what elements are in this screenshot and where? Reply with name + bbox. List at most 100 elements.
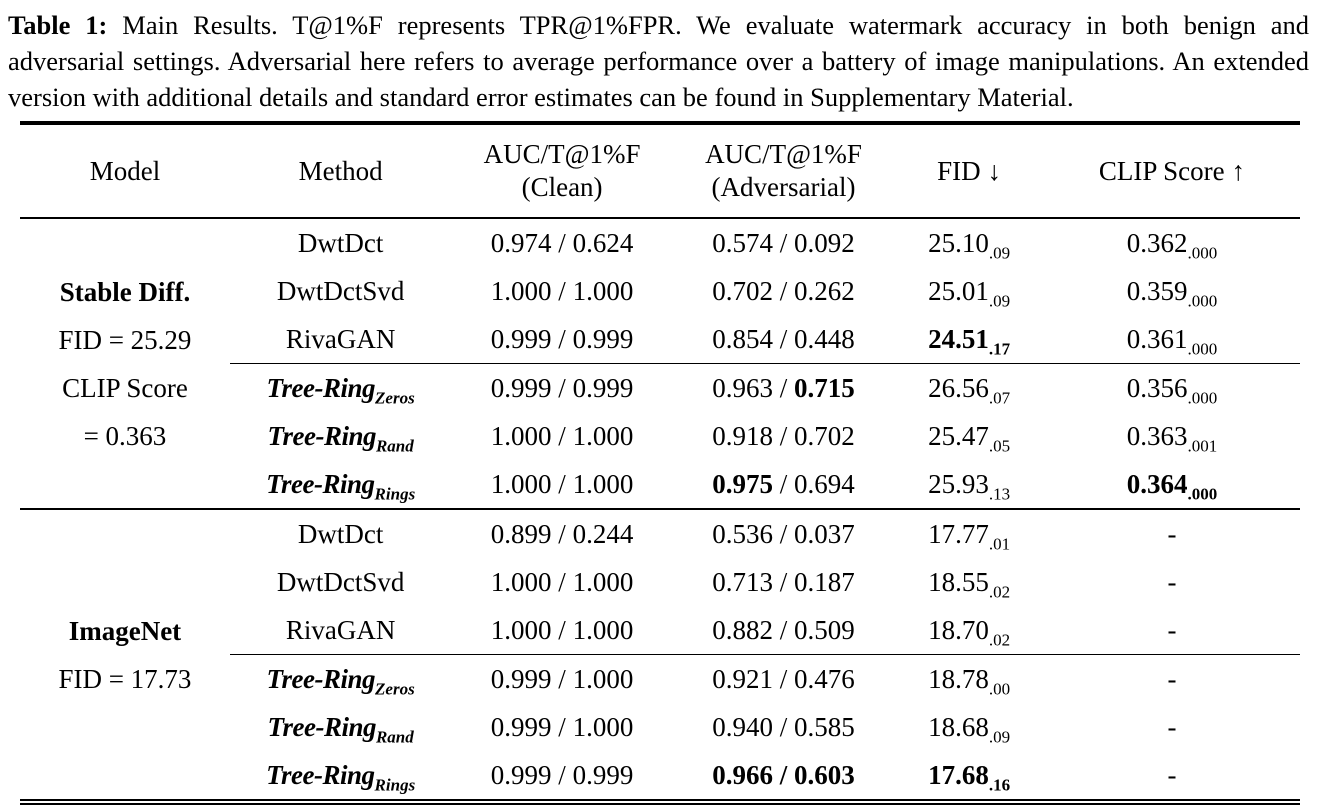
table-row: DwtDctSvd 1.000 / 1.000 0.713 / 0.187 18… [20, 558, 1300, 606]
method-label-treering: Tree-Ring [266, 663, 376, 694]
cell-fid: 17.68.16 [894, 751, 1044, 802]
cell-method: Tree-RingRand [230, 703, 451, 751]
clip-score-value: - [1167, 711, 1177, 742]
fid-stderr-subscript: .02 [988, 629, 1011, 649]
auc-clean-value: 0.974 [490, 227, 552, 258]
cell-auc-adversarial: 0.940 / 0.585 [673, 703, 894, 751]
cell-clip-score: - [1043, 654, 1300, 703]
slash-separator: / [772, 711, 794, 742]
method-label-treering: Tree-Ring [266, 372, 376, 403]
auc-adversarial-value: 0.940 [712, 711, 773, 742]
fid-value: 25.93 [928, 468, 989, 499]
method-subscript: Rand [375, 726, 414, 746]
slash-separator: / [551, 711, 573, 742]
auc-adversarial-value: 0.921 [712, 663, 773, 694]
auc-clean-value: 0.999 [490, 323, 552, 354]
slash-separator: / [772, 468, 794, 499]
clip-stderr-subscript: .001 [1187, 435, 1218, 455]
clip-score-value: 0.362 [1126, 227, 1188, 258]
cell-auc-clean: 1.000 / 1.000 [451, 460, 672, 509]
header-auc-clean-line2: (Clean) [521, 172, 603, 202]
header-clip-score-label: CLIP Score [1098, 155, 1225, 186]
cell-auc-clean: 0.899 / 0.244 [451, 508, 673, 558]
method-subscript: Zeros [375, 387, 415, 407]
table-row: ImageNet FID = 17.73 DwtDct 0.899 / 0.244 … [20, 508, 1300, 802]
cell-method: DwtDctSvd [230, 267, 451, 315]
auc-adversarial-tpr-value: 0.694 [794, 468, 855, 499]
slash-separator: / [551, 420, 573, 451]
auc-adversarial-value: 0.536 [712, 518, 773, 549]
method-label: RivaGAN [285, 614, 396, 645]
cell-auc-adversarial: 0.854 / 0.448 [673, 315, 894, 364]
auc-clean-value: 0.899 [490, 518, 552, 549]
auc-clean-value: 0.999 [490, 372, 552, 403]
model-label-line: ImageNet [68, 615, 182, 646]
cell-auc-adversarial: 0.966 / 0.603 [673, 751, 894, 802]
fid-stderr-subscript: .01 [988, 533, 1011, 553]
header-auc-adversarial-line2: (Adversarial) [711, 172, 856, 202]
method-subscript: Rings [374, 774, 416, 794]
auc-adversarial-value: 0.713 [712, 566, 773, 597]
table-row: Tree-RingRings 1.000 / 1.000 0.975 / 0.6… [20, 460, 1300, 509]
slash-separator: / [551, 566, 573, 597]
cell-auc-clean: 0.999 / 0.999 [451, 363, 673, 412]
auc-adversarial-value: 0.854 [712, 323, 773, 354]
clip-stderr-subscript: .000 [1187, 338, 1218, 358]
method-label-treering: Tree-Ring [267, 420, 376, 451]
cell-clip-score: 0.361.000 [1044, 315, 1300, 364]
cell-method: Tree-RingZeros [229, 363, 452, 412]
clip-score-value: - [1167, 614, 1177, 645]
auc-clean-tpr-value: 1.000 [572, 711, 634, 742]
slash-separator: / [772, 518, 794, 549]
auc-adversarial-tpr-value: 0.262 [794, 275, 855, 306]
slash-separator: / [772, 614, 794, 645]
table-row: RivaGAN 0.999 / 0.999 0.854 / 0.448 24.5… [20, 315, 1300, 364]
header-auc-clean: AUC/T@1%F (Clean) [451, 123, 673, 219]
fid-stderr-subscript: .00 [988, 678, 1011, 698]
cell-auc-clean: 0.999 / 1.000 [451, 654, 673, 703]
cell-auc-adversarial: 0.963 / 0.715 [672, 363, 895, 412]
auc-clean-tpr-value: 0.999 [572, 323, 634, 354]
cell-method: Tree-RingZeros [229, 654, 452, 703]
slash-separator: / [772, 663, 794, 694]
cell-auc-clean: 0.999 / 1.000 [451, 703, 672, 751]
auc-adversarial-value: 0.882 [712, 614, 773, 645]
fid-stderr-subscript: .16 [988, 774, 1011, 794]
slash-separator: / [772, 372, 794, 403]
method-label-treering: Tree-Ring [266, 759, 375, 790]
auc-adversarial-tpr-value: 0.509 [794, 614, 855, 645]
cell-method: Tree-RingRings [230, 460, 451, 509]
header-auc-adversarial-line1: AUC/T@1%F [705, 139, 862, 169]
cell-method: Tree-RingRand [230, 412, 451, 460]
results-table-wrap: Model Method AUC/T@1%F (Clean) AUC/T@1%F… [20, 121, 1300, 805]
header-model: Model [20, 123, 230, 219]
table-row: DwtDctSvd 1.000 / 1.000 0.702 / 0.262 25… [20, 267, 1300, 315]
clip-score-value: - [1167, 566, 1177, 597]
cell-auc-adversarial: 0.574 / 0.092 [673, 218, 894, 267]
cell-clip-score: - [1044, 558, 1300, 606]
model-group: ImageNet FID = 17.73 DwtDct 0.899 / 0.244 … [20, 508, 1300, 802]
auc-clean-value: 1.000 [490, 420, 552, 451]
fid-stderr-subscript: .09 [988, 290, 1011, 310]
method-subscript: Rings [374, 483, 416, 503]
fid-value: 25.10 [928, 227, 989, 258]
slash-separator: / [551, 323, 573, 354]
cell-clip-score: - [1044, 703, 1300, 751]
fid-value: 26.56 [928, 372, 989, 403]
table-row: Tree-RingRings 0.999 / 0.999 0.966 / 0.6… [20, 751, 1300, 802]
clip-stderr-subscript: .000 [1187, 387, 1218, 407]
fid-value: 24.51 [928, 323, 989, 354]
auc-adversarial-value: 0.918 [712, 420, 773, 451]
table-row: Tree-RingZeros 0.999 / 1.000 0.921 / 0.4… [20, 654, 1300, 703]
cell-auc-adversarial: 0.702 / 0.262 [673, 267, 894, 315]
cell-auc-adversarial: 0.918 / 0.702 [673, 412, 894, 460]
cell-auc-clean: 0.999 / 0.999 [451, 315, 672, 364]
down-arrow-icon: ↓ [987, 155, 1002, 186]
method-label: RivaGAN [285, 323, 396, 354]
model-label-line: = 0.363 [83, 420, 167, 451]
cell-model: ImageNet FID = 17.73 [20, 508, 230, 802]
auc-adversarial-tpr-value: 0.585 [794, 711, 855, 742]
fid-stderr-subscript: .09 [988, 726, 1011, 746]
cell-fid: 26.56.07 [894, 363, 1044, 412]
model-label-line: FID = 25.29 [58, 324, 192, 355]
